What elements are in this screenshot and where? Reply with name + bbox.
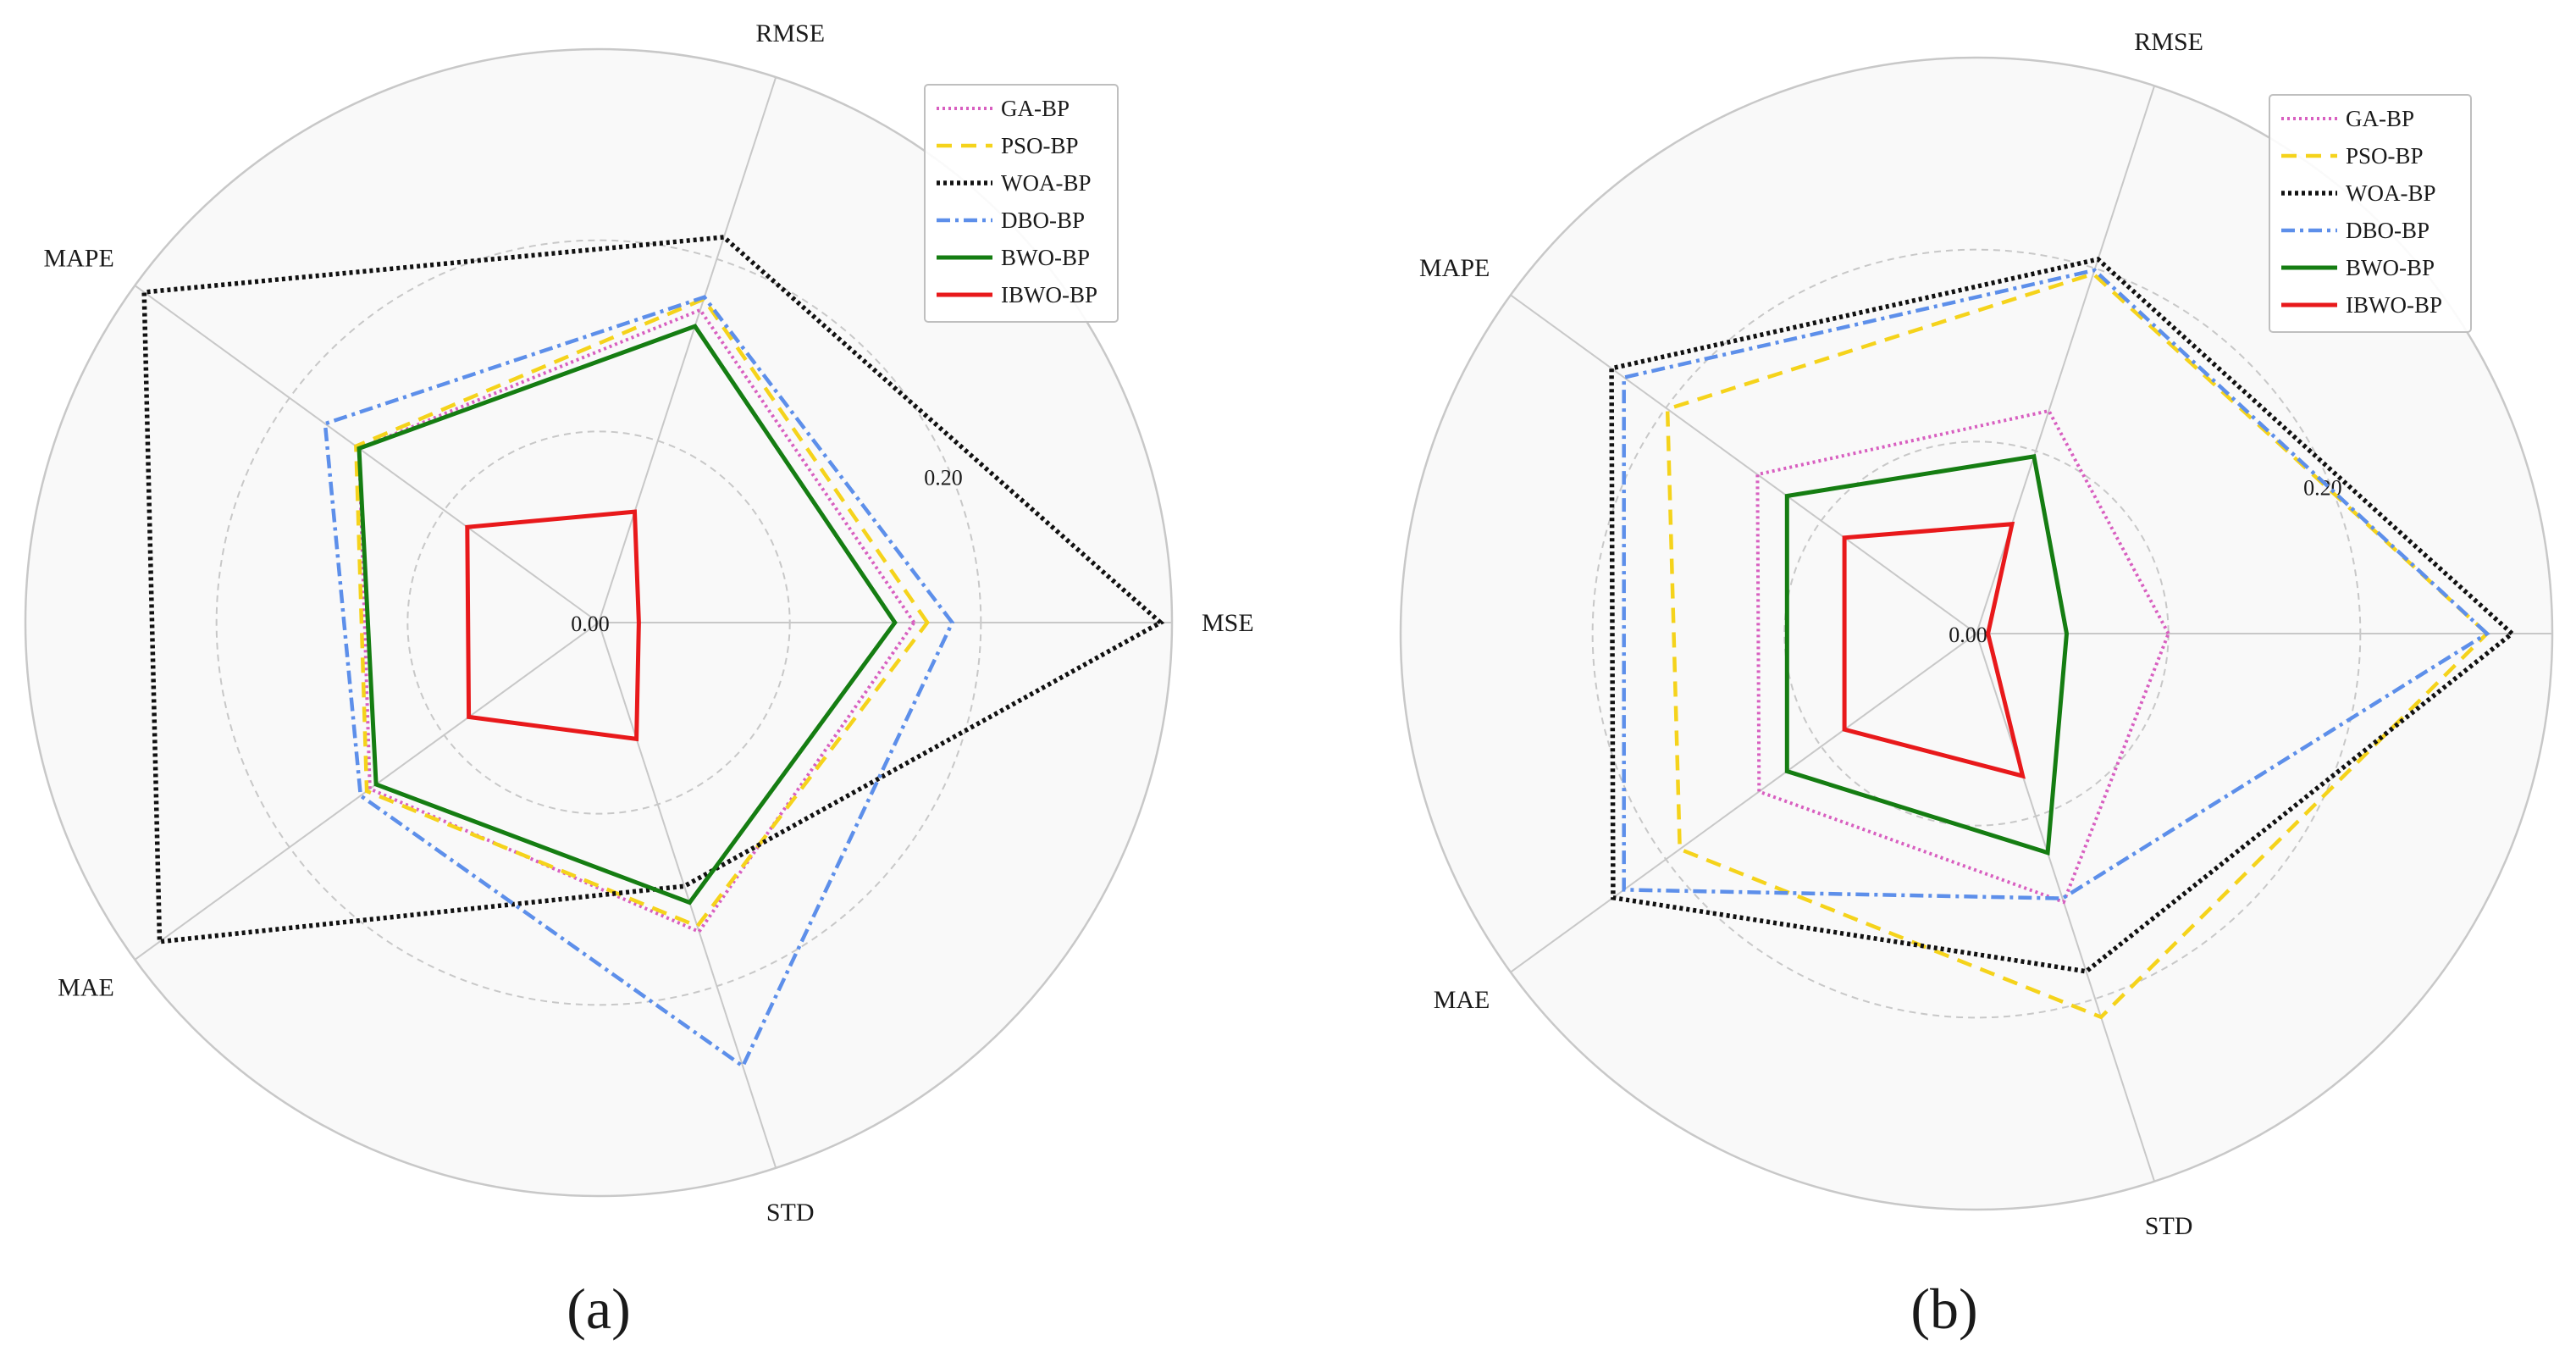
axis-label-std: STD (766, 1199, 815, 1227)
axis-label-mape: MAPE (1419, 254, 1490, 282)
series-line-ga-bp (1755, 408, 2170, 905)
axis-label-rmse: RMSE (2134, 28, 2203, 56)
panel-label: (b) (1910, 1277, 1977, 1341)
legend-entry-dbo-bp: DBO-BP (1001, 208, 1085, 233)
series-line-pso-bp (1665, 271, 2490, 1020)
axis-label-mse: MSE (1202, 609, 1254, 637)
radar-chart-b: MSERMSEMAPEMAESTD0.000.20GA-BPPSO-BPWOA-… (1399, 28, 2554, 1341)
series-line-ibwo-bp (465, 509, 641, 742)
axis-label-mae: MAE (58, 973, 114, 1001)
legend-entry-woa-bp: WOA-BP (1001, 170, 1092, 196)
legend-entry-pso-bp: PSO-BP (2346, 143, 2424, 169)
axis-label-mae: MAE (1434, 986, 1490, 1014)
legend-entry-dbo-bp: DBO-BP (2346, 218, 2430, 243)
axis-label-mape: MAPE (43, 245, 113, 273)
tick-label: 0.20 (924, 465, 963, 490)
legend-entry-woa-bp: WOA-BP (2346, 180, 2436, 206)
series-line-woa-bp (1609, 257, 2516, 974)
radar-chart-a: MSE RMSE MAPE MAE STD 0.00 0.20 GA-BP PSO-BP WOA-… (24, 19, 1254, 1341)
axis-label-std: STD (2145, 1212, 2193, 1240)
panel-label: (a) (567, 1277, 630, 1341)
legend-entry-pso-bp: PSO-BP (1001, 133, 1079, 158)
legend-entry-ga-bp: GA-BP (1001, 96, 1070, 121)
series-line-dbo-bp (323, 295, 955, 1070)
series-line-bwo-bp (1784, 454, 2070, 856)
series-line-ibwo-bp (1842, 521, 2026, 779)
axis-spoke-mae (1510, 633, 1977, 973)
legend-entry-bwo-bp: BWO-BP (2346, 255, 2435, 280)
legend: GA-BP PSO-BP WOA-BP DBO-BP BWO-BP IBWO-BP (924, 84, 1119, 323)
axis-spoke-std (1976, 633, 2156, 1182)
legend: GA-BP PSO-BP WOA-BP DBO-BP BWO-BP IBWO-BP (2269, 94, 2472, 333)
series-line-woa-bp (141, 235, 1165, 944)
axis-spoke-std (598, 622, 777, 1169)
axis-spoke-mape (1510, 294, 1977, 634)
axis-label-rmse: RMSE (755, 19, 825, 47)
series-line-bwo-bp (357, 324, 898, 906)
legend-entry-bwo-bp: BWO-BP (1001, 245, 1090, 270)
legend-entry-ibwo-bp: IBWO-BP (2346, 292, 2442, 318)
legend-entry-ga-bp: GA-BP (2346, 106, 2414, 131)
series-line-dbo-bp (1622, 268, 2490, 900)
series-line-ga-bp (357, 307, 916, 934)
series-line-pso-bp (354, 296, 930, 929)
legend-entry-ibwo-bp: IBWO-BP (1001, 282, 1097, 307)
tick-label: 0.00 (1949, 623, 1987, 647)
tick-label: 0.00 (571, 612, 610, 636)
axis-spoke-mape (134, 285, 600, 623)
axis-spoke-rmse (598, 76, 777, 623)
